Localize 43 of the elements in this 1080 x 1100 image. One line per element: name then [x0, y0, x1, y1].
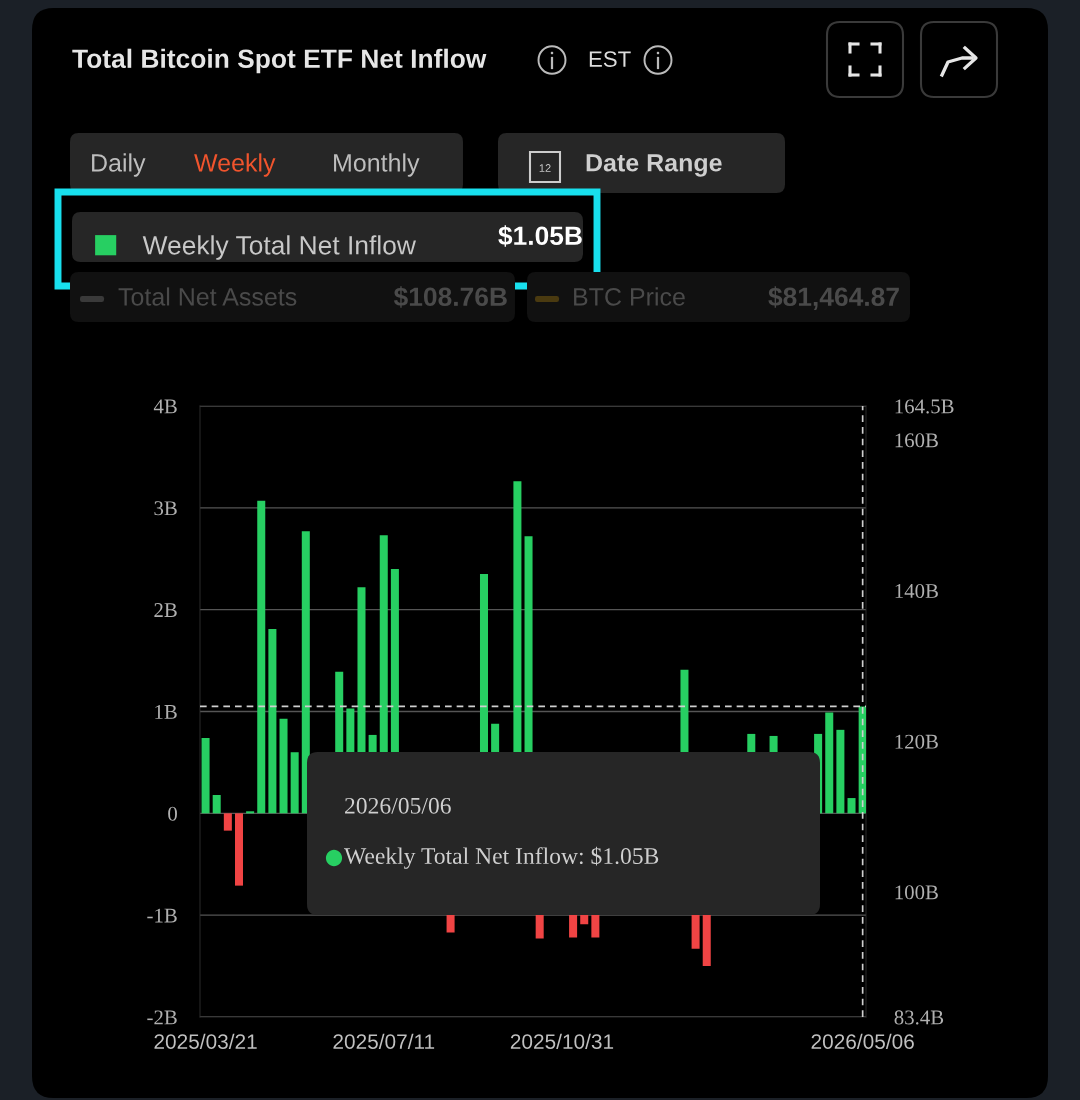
bar [847, 798, 856, 814]
bar [212, 795, 221, 814]
y-tick-label: 1B [155, 704, 177, 719]
bar [301, 531, 310, 814]
text: Weekly [194, 153, 276, 177]
text: 12 [539, 164, 551, 172]
x-tick-label: 2025/10/31 [510, 1033, 614, 1049]
bar [257, 500, 266, 814]
bar [279, 718, 288, 814]
x-tick-label: 2025/03/21 [154, 1033, 257, 1049]
bar [223, 813, 232, 831]
text: $108.76B [393, 286, 507, 308]
text: Daily [92, 153, 146, 177]
bar [825, 712, 834, 814]
text: EST [589, 51, 631, 67]
text: $81,464.87 [768, 286, 899, 310]
y-tick-label: -1B [147, 908, 177, 923]
y-tick-label: 3B [154, 501, 177, 516]
bar [201, 737, 210, 814]
y2-tick-label: 83.4B [894, 1010, 944, 1025]
text: BTC Price [574, 287, 685, 306]
bar [268, 629, 277, 814]
y-tick-label: 4B [153, 399, 177, 414]
chart-title: Total Bitcoin Spot ETF Net Inflow [72, 48, 487, 74]
x-tick-label: 2025/07/11 [333, 1033, 435, 1049]
y2-tick-label: 160B [895, 433, 938, 448]
bar [234, 813, 243, 886]
y-tick-label: 2B [154, 603, 177, 617]
y-tick-label: 0 [168, 806, 177, 821]
text: $1.05B [498, 225, 582, 247]
text: Total Net Assets [118, 287, 297, 306]
y2-tick-label: 140B [895, 583, 938, 599]
bar [290, 752, 299, 814]
text: Monthly [334, 153, 420, 177]
x-tick-label: 2026/05/06 [811, 1033, 914, 1049]
text: Date Range [586, 154, 722, 177]
y2-tick-label: 120B [895, 734, 938, 749]
bar [836, 729, 845, 814]
bar [246, 811, 255, 814]
legend-label: Weekly Total Net Inflow [142, 235, 416, 260]
y-tick-label: -2B [147, 1010, 177, 1025]
y2-tick-label: 164.5B [895, 399, 954, 414]
y2-tick-label: 100B [895, 885, 938, 900]
